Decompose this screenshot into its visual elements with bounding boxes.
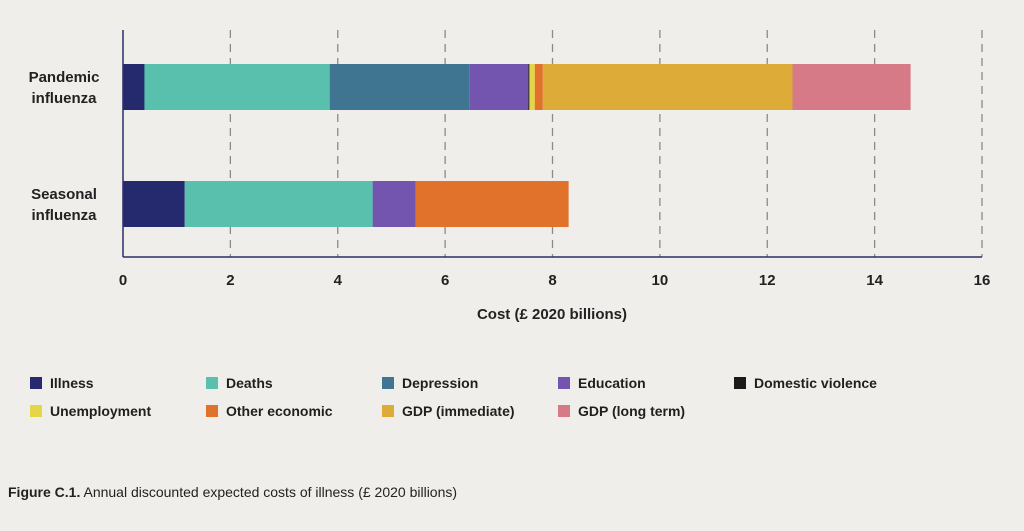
bar-segment xyxy=(184,181,373,227)
bar-segment xyxy=(528,64,530,110)
bar-segment xyxy=(372,181,416,227)
bars xyxy=(123,64,911,227)
legend-item: GDP (long term) xyxy=(558,402,734,420)
legend-label: Illness xyxy=(50,375,94,391)
x-tick-label: 4 xyxy=(334,272,343,289)
legend-swatch xyxy=(30,377,42,389)
legend-item: Domestic violence xyxy=(734,374,934,392)
legend-item: Other economic xyxy=(206,402,382,420)
category-labels: Pandemic influenza Seasonal influenza xyxy=(29,69,100,224)
bar-segment xyxy=(534,64,543,110)
x-tick-label: 8 xyxy=(548,272,556,289)
bar-segment xyxy=(529,64,535,110)
bar-segment xyxy=(792,64,911,110)
caption-text: Annual discounted expected costs of illn… xyxy=(80,484,458,500)
x-tick-label: 14 xyxy=(866,272,883,289)
legend-swatch xyxy=(30,405,42,417)
legend-label: Other economic xyxy=(226,403,333,419)
legend-swatch xyxy=(206,405,218,417)
legend-label: Unemployment xyxy=(50,403,152,419)
legend-item: Education xyxy=(558,374,734,392)
bar-segment xyxy=(469,64,529,110)
category-label: Seasonal influenza xyxy=(31,186,97,224)
legend-label: Depression xyxy=(402,375,479,391)
x-tick-label: 10 xyxy=(652,272,669,289)
legend-item: Illness xyxy=(30,374,206,392)
legend-item: Unemployment xyxy=(30,402,206,420)
x-tick-label: 6 xyxy=(441,272,449,289)
legend-swatch xyxy=(558,377,570,389)
bar-segment xyxy=(123,64,145,110)
bar-segment xyxy=(415,181,569,227)
x-tick-labels: 0 2 4 6 8 10 12 14 16 xyxy=(119,272,991,289)
legend-label: Deaths xyxy=(226,375,273,391)
x-tick-label: 12 xyxy=(759,272,776,289)
legend-label: Education xyxy=(578,375,646,391)
legend-item: GDP (immediate) xyxy=(382,402,558,420)
bar-segment xyxy=(144,64,330,110)
category-label: Pandemic influenza xyxy=(29,69,100,107)
x-axis-title: Cost (£ 2020 billions) xyxy=(477,306,627,323)
x-tick-label: 0 xyxy=(119,272,127,289)
legend-item: Depression xyxy=(382,374,558,392)
x-tick-label: 2 xyxy=(226,272,234,289)
bar-segment xyxy=(329,64,470,110)
legend-item: Deaths xyxy=(206,374,382,392)
legend-swatch xyxy=(558,405,570,417)
legend: Illness Deaths Depression Education Domestic… xyxy=(30,374,990,420)
legend-swatch xyxy=(206,377,218,389)
legend-label: GDP (long term) xyxy=(578,403,686,419)
x-tick-label: 16 xyxy=(974,272,991,289)
caption-label: Figure C.1. xyxy=(8,484,81,500)
bar-segment xyxy=(542,64,793,110)
figure-caption: Figure C.1. Annual discounted expected c… xyxy=(8,484,457,500)
legend-label: Domestic violence xyxy=(754,375,877,391)
legend-swatch xyxy=(734,377,746,389)
stacked-bar-chart: Pandemic influenza Seasonal influenza 0 2 4 6 8… xyxy=(29,30,991,323)
legend-swatch xyxy=(382,405,394,417)
legend-label: GDP (immediate) xyxy=(402,403,515,419)
bar-segment xyxy=(123,181,185,227)
legend-swatch xyxy=(382,377,394,389)
